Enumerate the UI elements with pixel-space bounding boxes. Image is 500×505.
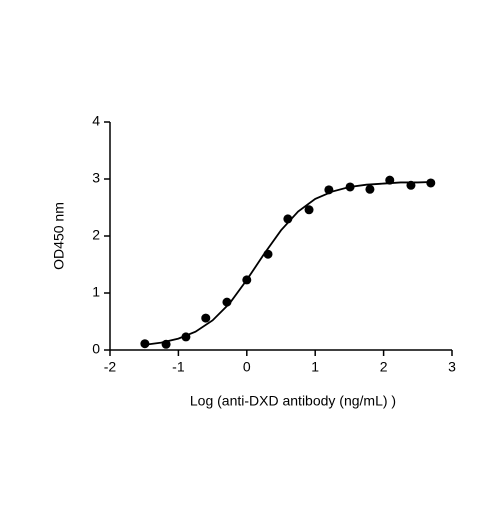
y-axis-label: OD450 nm (51, 202, 67, 270)
y-tick-label: 3 (92, 170, 100, 186)
data-point (324, 185, 334, 195)
data-point (201, 313, 211, 323)
x-tick-label: -2 (104, 359, 117, 375)
y-tick-label: 1 (92, 284, 100, 300)
data-point (365, 184, 375, 194)
x-tick-label: 1 (311, 359, 319, 375)
data-point (181, 332, 191, 342)
data-point (406, 180, 416, 190)
y-tick-label: 4 (92, 113, 100, 129)
x-tick-label: 2 (380, 359, 388, 375)
x-tick-label: 0 (243, 359, 251, 375)
data-point (426, 178, 436, 188)
x-tick-label: -1 (172, 359, 185, 375)
data-point (304, 205, 314, 215)
data-point (345, 182, 355, 192)
x-tick-label: 3 (448, 359, 456, 375)
data-point (161, 339, 171, 349)
y-tick-label: 0 (92, 341, 100, 357)
data-point (283, 214, 293, 224)
data-point (222, 297, 232, 307)
fit-curve (144, 180, 435, 346)
data-point (242, 275, 252, 285)
x-axis-label: Log (anti-DXD antibody (ng/mL) ) (190, 393, 396, 409)
data-point (140, 339, 150, 349)
data-point (263, 249, 273, 259)
data-point (385, 175, 395, 185)
y-tick-label: 2 (92, 227, 100, 243)
